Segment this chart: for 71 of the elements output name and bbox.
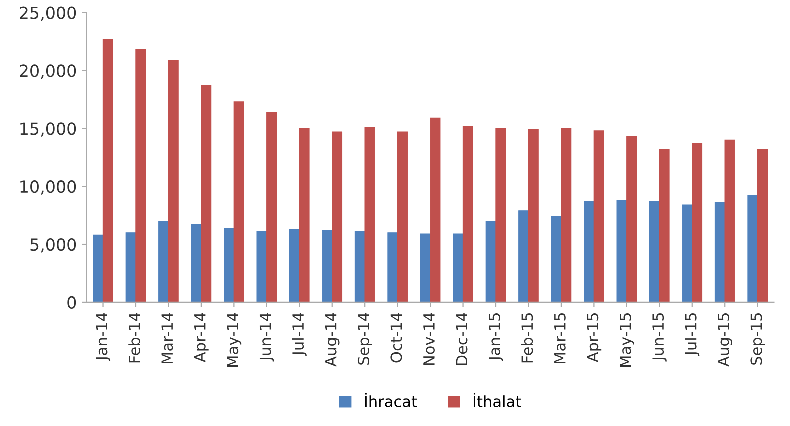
bar	[584, 201, 595, 302]
y-tick-label: 15,000	[20, 122, 76, 137]
x-tick-label: Aug-14	[325, 313, 340, 367]
x-tick-label: Oct-14	[390, 313, 402, 363]
bar	[420, 234, 431, 302]
bar	[102, 39, 114, 302]
bar	[561, 128, 572, 302]
bar	[364, 127, 376, 302]
bar	[266, 112, 278, 302]
bar	[234, 102, 244, 302]
x-tick-label: Sep-15	[750, 314, 766, 365]
bar	[136, 50, 146, 302]
y-tick-label: 5,000	[30, 238, 76, 253]
bar	[256, 231, 268, 302]
x-tick-label: Nov-14	[424, 313, 435, 366]
bar	[289, 229, 300, 302]
bar	[430, 118, 441, 302]
bar	[354, 231, 366, 302]
x-tick-label: Jul-15	[684, 314, 700, 356]
y-tick-label: 0	[68, 296, 76, 310]
x-tick-label: Jun-15	[652, 314, 667, 362]
x-tick-label: Jan-15	[489, 314, 504, 362]
bar	[168, 60, 179, 302]
bar	[757, 149, 768, 302]
bar	[659, 149, 670, 302]
x-tick-label: Feb-15	[521, 314, 534, 363]
y-tick-label: 20,000	[20, 64, 76, 79]
x-tick-label: Mar-15	[554, 314, 566, 364]
bar	[201, 85, 212, 302]
x-tick-label: May-14	[227, 313, 242, 367]
bar	[388, 232, 398, 302]
bar	[158, 221, 170, 302]
bar	[299, 128, 310, 302]
bar	[692, 143, 703, 302]
bar	[528, 129, 539, 302]
x-tick-label: Feb-14	[128, 313, 140, 363]
bar	[496, 128, 506, 302]
bar	[714, 202, 726, 302]
bar	[626, 136, 638, 302]
x-tick-label: Aug-15	[718, 314, 732, 367]
bar	[322, 230, 333, 302]
bar	[486, 221, 496, 302]
bar	[649, 201, 660, 302]
x-tick-label: Apr-15	[587, 314, 602, 362]
x-tick-label: Apr-14	[194, 313, 209, 362]
bar	[594, 130, 604, 302]
bar	[748, 196, 758, 302]
x-tick-label: Jul-14	[292, 313, 307, 356]
bar	[93, 234, 104, 302]
y-tick-label: 10,000	[20, 180, 76, 195]
bar	[551, 216, 562, 302]
bar	[462, 126, 474, 302]
x-tick-label: Mar-14	[162, 313, 174, 364]
bar	[126, 232, 136, 302]
bar	[724, 140, 736, 302]
x-tick-label: May-15	[620, 314, 634, 367]
x-tick-label: Dec-14	[456, 313, 468, 366]
y-tick-label: 25,000	[20, 6, 76, 22]
bar	[616, 200, 628, 302]
bar	[397, 132, 408, 302]
legend-label: İhracat	[365, 393, 418, 408]
bar	[518, 210, 530, 302]
bar	[191, 224, 202, 302]
bar	[224, 228, 235, 302]
x-tick-label: Jan-14	[96, 313, 111, 362]
bar	[453, 234, 464, 302]
x-tick-label: Jun-14	[260, 313, 274, 362]
legend-label: İthalat	[474, 393, 522, 408]
bar	[332, 132, 343, 302]
x-tick-label: Sep-14	[358, 313, 372, 365]
bar	[682, 204, 693, 302]
